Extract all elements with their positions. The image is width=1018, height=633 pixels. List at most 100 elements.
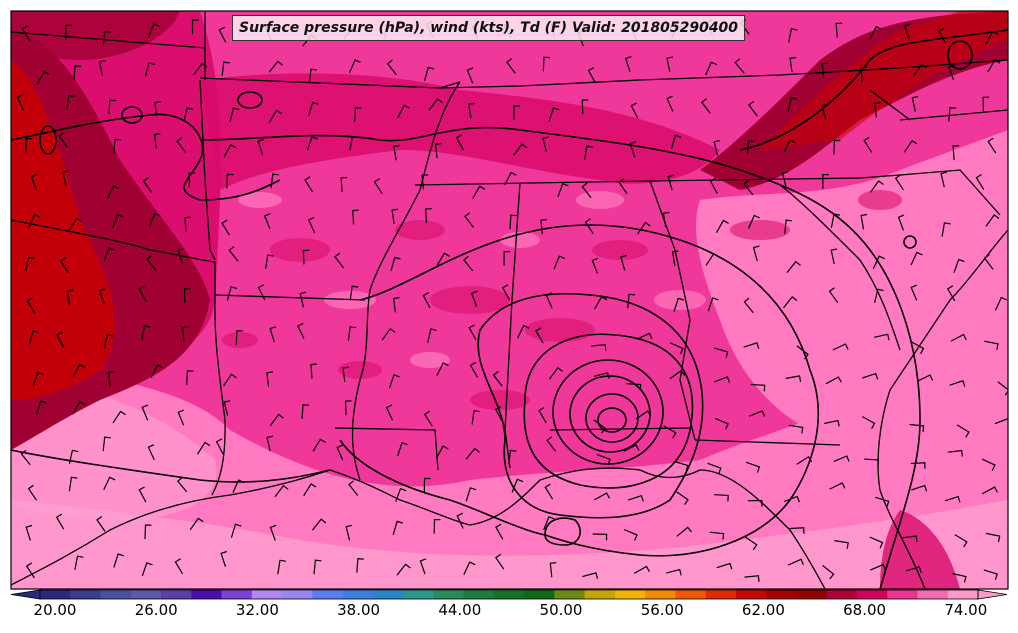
wind-barb [266,435,274,452]
wind-barb [544,483,554,500]
wind-barb [709,177,718,194]
wind-barb [36,70,50,85]
wind-barb [748,100,758,117]
wind-barb [982,486,999,495]
wind-barb [348,480,359,496]
wind-barb [232,479,245,494]
colorbar-tick-label: 68.00 [843,601,887,619]
wind-barb [103,476,116,491]
wind-barb [463,561,476,576]
mississippi-river [351,81,461,481]
wind-barb [352,209,359,225]
wind-barb [422,292,431,309]
wind-barb [102,30,112,46]
wind-barb [663,425,677,439]
midsouth-deep-region [200,73,720,190]
al-ga-border [649,180,696,441]
wind-barb [435,445,449,459]
wind-barb [557,182,569,198]
wind-barb [903,23,911,40]
wind-barb [215,438,224,455]
wind-barb [623,444,640,452]
wind-barb [671,250,679,266]
colorbar-frame [39,589,979,600]
wind-barb [456,512,464,529]
wind-barb [787,97,798,112]
pressure-isobars [11,29,1008,589]
ok-east-border [199,79,216,261]
wind-barb [674,461,689,472]
north-dark-region [11,11,180,60]
wind-barb [872,255,885,270]
colorbar-tick-label: 44.00 [438,601,482,619]
wind-barb [545,292,553,309]
wind-barb [783,296,798,309]
wind-barb [347,326,357,341]
wind-barb [987,59,1001,73]
wind-barb [427,328,437,343]
wind-barb [630,102,639,119]
wind-barb [354,107,362,122]
wind-barb [830,248,838,265]
nc-sc-border [859,169,1001,216]
wind-barb [313,559,322,575]
la-texas-border [211,262,226,496]
wind-barb [277,559,287,575]
wind-barb [297,322,305,339]
wind-barb [542,56,551,72]
wind-barb [471,410,481,425]
wind-barb [423,410,433,427]
wind-barb [788,28,798,43]
wind-barb [153,133,161,149]
wind-barb [669,369,686,380]
wind-barb [783,495,800,503]
wind-barb [707,297,719,312]
wind-barb [506,58,516,74]
east-coast [877,229,1008,589]
wind-barb [786,260,801,273]
wind-barb [189,517,204,531]
wind-barb [193,62,208,76]
colorbar-swatch [130,590,162,599]
wind-barb [390,256,401,272]
colorbar-swatch [221,590,253,599]
wind-barb [228,246,239,262]
wind-barb [714,347,729,358]
wind-barb [176,476,188,493]
wind-barb [620,254,627,271]
colorbar-swatch [433,590,465,599]
wind-barb [269,326,277,343]
wind-barb [591,257,599,274]
wind-barb [834,540,849,549]
wind-barb [917,374,934,382]
wind-barb [947,449,963,457]
wind-barb [911,484,928,492]
wind-barb [299,291,307,308]
wind-barb [36,400,47,415]
wind-barb [21,25,31,42]
wind-barb [743,179,754,196]
wind-barb [494,553,505,570]
wind-barb [349,285,359,301]
isobar-small-5 [237,91,263,109]
wind-barb [223,373,237,387]
wind-barbs [16,18,1008,583]
wind-barb [954,534,968,548]
wind-barb [340,176,348,192]
wind-barb [670,134,682,149]
wind-barb [750,383,766,392]
wind-barb [746,461,761,473]
wind-barb [472,185,486,199]
wind-barb [336,444,344,461]
wind-barb [584,218,594,235]
wind-barb [744,575,760,582]
wind-barb [833,455,850,462]
wind-barb [494,405,503,422]
ar-la-border [214,294,366,301]
wind-barb [348,59,361,74]
wind-barb [468,102,475,119]
wind-barb [65,24,73,40]
wind-barb [714,376,731,383]
wind-barb [787,558,804,566]
